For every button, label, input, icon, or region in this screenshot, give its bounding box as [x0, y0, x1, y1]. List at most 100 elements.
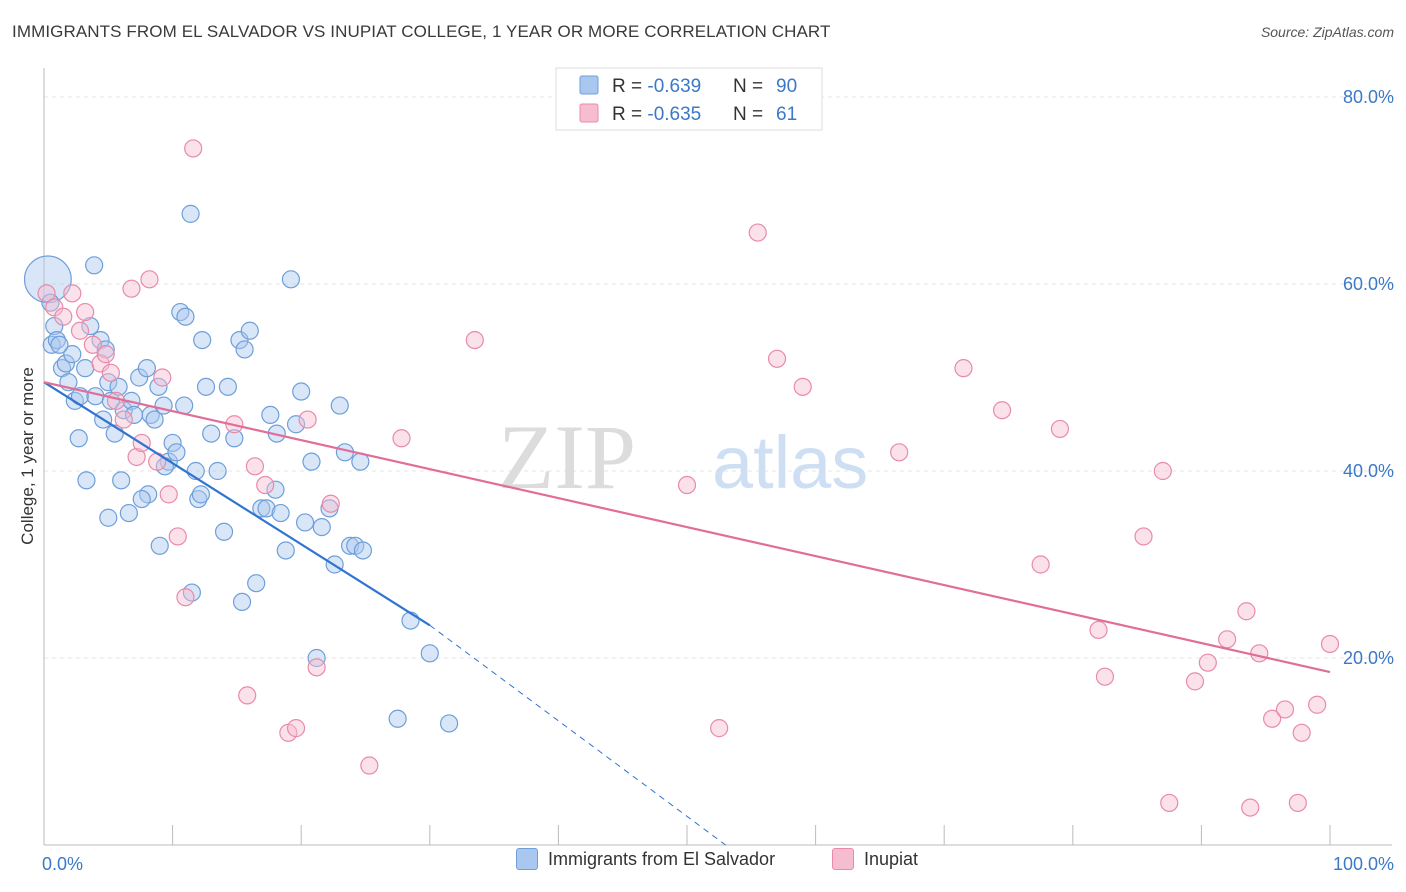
el-salvador-point-39 [202, 424, 221, 443]
inupiat-point-44 [1089, 620, 1108, 640]
inupiat-point-50 [1198, 653, 1217, 672]
inupiat-point-29 [307, 658, 326, 677]
el-salvador-point-56 [295, 513, 315, 532]
inupiat-point-48 [1160, 793, 1179, 813]
inupiat-point-16 [148, 452, 167, 471]
legend-blue-text: R = -0.639 [612, 76, 701, 97]
el-salvador-point-71 [439, 714, 459, 733]
trend-line-inupiat [43, 381, 1331, 674]
inupiat-point-18 [159, 485, 178, 504]
inupiat-point-40 [954, 359, 973, 378]
el-salvador-point-26 [145, 410, 164, 429]
grid-lines [44, 96, 1392, 659]
el-salvador-point-73 [85, 256, 104, 275]
inupiat-point-45 [1095, 667, 1115, 686]
y-tick-label-60: 60.0% [1343, 274, 1394, 294]
el-salvador-point-33 [176, 307, 195, 326]
el-salvador-point-72 [181, 204, 200, 223]
el-salvador-point-43 [225, 429, 244, 448]
inupiat-point-6 [83, 335, 102, 354]
legend-pink-n-label: N = [733, 104, 763, 125]
el-salvador-point-68 [388, 709, 407, 728]
el-salvador-point-24 [137, 359, 156, 378]
series-legend: Immigrants from El Salvador Inupiat [0, 848, 1406, 880]
legend-blue-r-label: R = [612, 76, 647, 97]
inupiat-point-59 [1308, 695, 1327, 714]
inupiat-point-23 [238, 686, 257, 705]
inupiat-point-2 [54, 307, 73, 326]
el-salvador-point-55 [286, 415, 306, 434]
inupiat-point-28 [298, 410, 317, 429]
inupiat-point-32 [392, 429, 411, 448]
inupiat-point-36 [748, 223, 767, 242]
inupiat-point-54 [1250, 644, 1269, 663]
el-salvador-point-53 [276, 541, 295, 560]
inupiat-point-60 [1320, 634, 1340, 654]
inupiat-point-11 [114, 410, 133, 429]
y-tick-label-20: 20.0% [1343, 648, 1394, 668]
y-axis-label: College, 1 year or more [18, 367, 37, 545]
el-salvador-point-38 [196, 377, 216, 396]
inupiat-point-20 [176, 588, 195, 607]
el-salvador-point-48 [252, 499, 271, 518]
inupiat-point-8 [96, 345, 115, 364]
legend-blue-r-value: -0.639 [647, 76, 701, 97]
inupiat-point-9 [101, 363, 120, 382]
inupiat-point-34 [677, 475, 697, 495]
el-salvador-point-87 [292, 382, 311, 401]
y-tick-label-40: 40.0% [1343, 461, 1394, 481]
x-tick-label-100: 100.0% [1333, 854, 1394, 874]
inupiat-point-43 [1050, 419, 1070, 439]
x-tick-labels: 0.0% 100.0% [42, 854, 1394, 874]
legend-item-el-salvador: Immigrants from El Salvador [516, 848, 775, 870]
legend-pink-r-label: R = [612, 104, 647, 125]
legend-item-inupiat: Inupiat [832, 848, 918, 870]
legend-blue-n-value: 90 [776, 76, 797, 97]
el-salvador-point-59 [312, 517, 331, 537]
inupiat-point-0 [37, 284, 56, 303]
watermark-zip: ZIP [498, 406, 636, 508]
el-salvador-point-70 [420, 644, 439, 663]
el-salvador-point-51 [266, 480, 285, 499]
inupiat-point-12 [122, 279, 141, 298]
legend-pink-swatch [579, 103, 599, 123]
el-salvador-point-54 [281, 270, 301, 289]
inupiat-point-27 [286, 719, 306, 738]
legend-pink-r-value: -0.635 [647, 104, 701, 125]
el-salvador-point-89 [119, 503, 138, 523]
el-salvador-point-31 [167, 443, 186, 462]
inupiat-point-55 [1263, 709, 1282, 728]
legend-pink-text: R = -0.635 [612, 104, 701, 125]
y-tick-label-80: 80.0% [1343, 87, 1394, 107]
inupiat-point-15 [140, 270, 159, 289]
inupiat-point-56 [1275, 700, 1295, 719]
el-salvador-point-85 [232, 592, 252, 612]
el-salvador-point-19 [109, 377, 128, 396]
inupiat-point-5 [76, 302, 95, 322]
el-salvador-point-27 [149, 377, 168, 396]
inupiat-point-58 [1292, 723, 1311, 742]
inupiat-point-33 [465, 331, 484, 350]
inupiat-point-57 [1288, 793, 1307, 813]
el-salvador-point-75 [99, 508, 118, 527]
trend-lines [43, 381, 1331, 846]
source-label: Source: ZipAtlas.com [1260, 24, 1394, 40]
el-salvador-point-23 [130, 368, 149, 387]
el-salvador-point-76 [132, 489, 151, 509]
el-salvador-point-41 [214, 522, 234, 541]
el-salvador-point-37 [193, 331, 212, 350]
el-salvador-point-88 [150, 536, 169, 555]
inupiat-point-3 [63, 284, 82, 303]
y-tick-labels: 20.0% 40.0% 60.0% 80.0% [1343, 87, 1394, 668]
legend-swatch-pink [832, 848, 854, 870]
inupiat-point-21 [184, 139, 203, 158]
watermark-atlas: atlas [712, 421, 868, 504]
correlation-legend: R = -0.639 N = 90 R = -0.635 N = 61 [555, 67, 823, 131]
series-inupiat [37, 139, 1340, 817]
el-salvador-point-49 [257, 499, 276, 518]
trend-line-el-salvador [43, 381, 431, 627]
el-salvador-point-20 [114, 401, 133, 420]
el-salvador-point-40 [208, 461, 227, 481]
inupiat-point-31 [360, 756, 379, 775]
el-salvador-point-58 [307, 648, 326, 668]
